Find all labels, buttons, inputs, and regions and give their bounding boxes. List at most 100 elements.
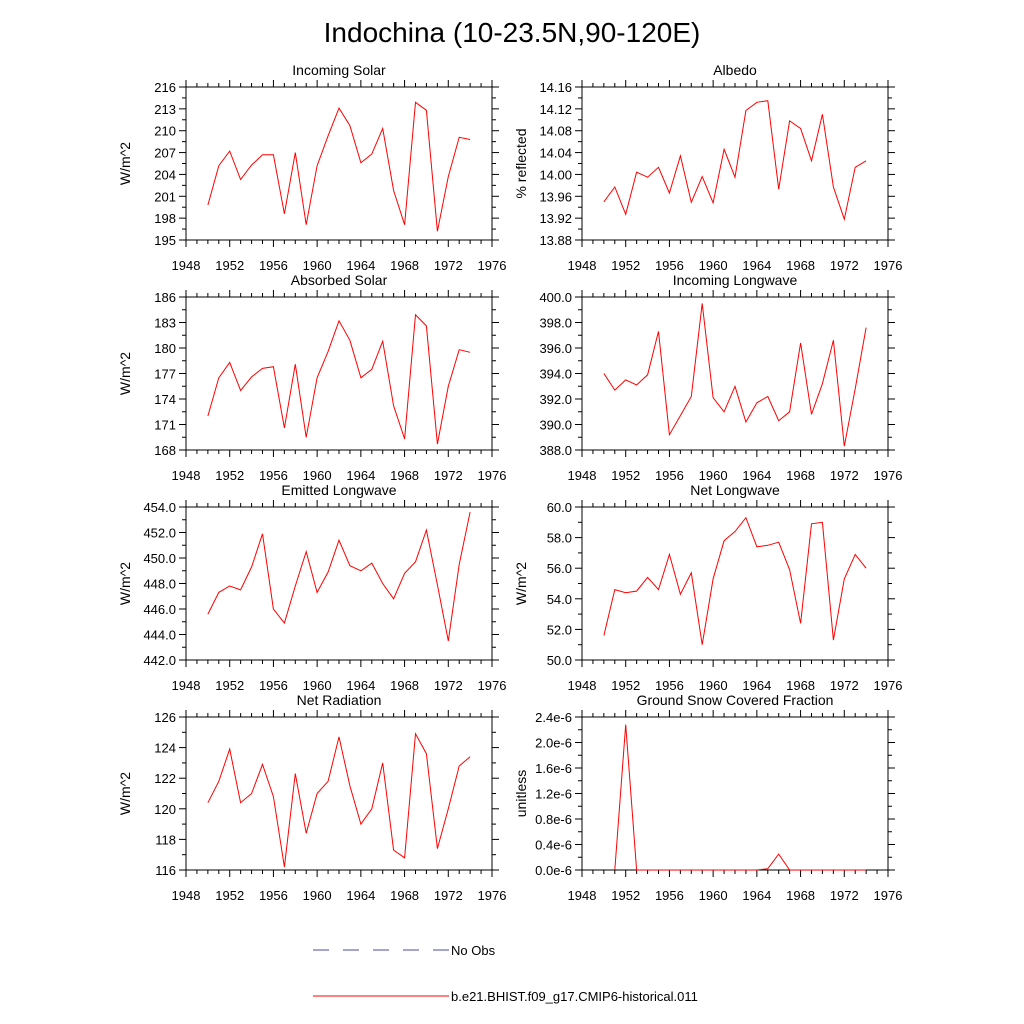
y-tick-label: 177 bbox=[154, 367, 176, 382]
x-tick-label: 1960 bbox=[699, 888, 728, 903]
x-tick-label: 1972 bbox=[830, 678, 859, 693]
x-tick-label: 1968 bbox=[390, 888, 419, 903]
y-tick-label: 398.0 bbox=[539, 316, 572, 331]
x-tick-label: 1952 bbox=[215, 468, 244, 483]
x-tick-label: 1956 bbox=[655, 888, 684, 903]
panel-title: Net Radiation bbox=[297, 692, 382, 708]
x-tick-label: 1976 bbox=[874, 678, 903, 693]
x-tick-label: 1968 bbox=[390, 468, 419, 483]
x-tick-label: 1972 bbox=[434, 888, 463, 903]
y-tick-label: 216 bbox=[154, 80, 176, 95]
x-tick-label: 1960 bbox=[303, 678, 332, 693]
y-tick-label: 452.0 bbox=[143, 526, 176, 541]
y-tick-label: 450.0 bbox=[143, 551, 176, 566]
y-tick-label: 454.0 bbox=[143, 500, 176, 515]
y-tick-label: 1.6e-6 bbox=[535, 761, 572, 776]
x-tick-label: 1968 bbox=[786, 888, 815, 903]
y-tick-label: 390.0 bbox=[539, 418, 572, 433]
x-tick-label: 1968 bbox=[786, 258, 815, 273]
panel-title: Incoming Longwave bbox=[673, 272, 798, 288]
x-tick-label: 1964 bbox=[346, 678, 375, 693]
x-tick-label: 1964 bbox=[346, 888, 375, 903]
y-tick-label: 50.0 bbox=[547, 653, 572, 668]
legend-label-obs: No Obs bbox=[451, 943, 496, 958]
x-tick-label: 1960 bbox=[303, 468, 332, 483]
y-tick-label: 54.0 bbox=[547, 592, 572, 607]
panel-title: Ground Snow Covered Fraction bbox=[637, 692, 834, 708]
y-tick-label: 195 bbox=[154, 233, 176, 248]
panel-title: Incoming Solar bbox=[292, 62, 386, 78]
x-tick-label: 1964 bbox=[346, 468, 375, 483]
y-tick-label: 0.8e-6 bbox=[535, 812, 572, 827]
chart-panel-0: Incoming Solar W/m^2 1948 1952 1956 1960 1964 1… bbox=[117, 62, 506, 273]
legend: No Obs b.e21.BHIST.f09_g17.CMIP6-histori… bbox=[313, 943, 698, 1004]
x-tick-label: 1948 bbox=[172, 468, 201, 483]
y-axis-label: W/m^2 bbox=[513, 562, 529, 605]
y-tick-label: 442.0 bbox=[143, 653, 176, 668]
y-tick-label: 207 bbox=[154, 146, 176, 161]
chart-panel-2: Absorbed Solar W/m^2 1948 1952 1956 1960 1964 1… bbox=[117, 272, 506, 483]
y-tick-label: 60.0 bbox=[547, 500, 572, 515]
y-tick-label: 446.0 bbox=[143, 602, 176, 617]
y-tick-label: 444.0 bbox=[143, 628, 176, 643]
y-tick-label: 204 bbox=[154, 167, 176, 182]
plot-frame bbox=[185, 506, 493, 661]
x-tick-label: 1976 bbox=[874, 468, 903, 483]
x-tick-label: 1948 bbox=[568, 468, 597, 483]
y-tick-label: 14.04 bbox=[539, 146, 572, 161]
y-tick-label: 394.0 bbox=[539, 367, 572, 382]
x-tick-label: 1964 bbox=[742, 888, 771, 903]
x-tick-label: 1956 bbox=[655, 258, 684, 273]
series-line-model bbox=[207, 101, 471, 232]
y-tick-label: 1.2e-6 bbox=[535, 787, 572, 802]
y-tick-label: 58.0 bbox=[547, 531, 572, 546]
x-tick-label: 1972 bbox=[830, 258, 859, 273]
y-tick-label: 210 bbox=[154, 124, 176, 139]
x-tick-label: 1952 bbox=[611, 258, 640, 273]
y-tick-label: 0.4e-6 bbox=[535, 838, 572, 853]
x-tick-label: 1964 bbox=[742, 258, 771, 273]
x-tick-label: 1972 bbox=[434, 468, 463, 483]
x-tick-label: 1956 bbox=[655, 468, 684, 483]
x-tick-label: 1948 bbox=[172, 888, 201, 903]
legend-label-model: b.e21.BHIST.f09_g17.CMIP6-historical.011 bbox=[451, 989, 698, 1004]
series-line-model bbox=[207, 732, 471, 867]
panel-title: Net Longwave bbox=[690, 482, 780, 498]
plot-frame bbox=[185, 86, 493, 241]
series-line-model bbox=[603, 303, 867, 447]
y-axis-label: W/m^2 bbox=[117, 142, 133, 185]
y-tick-label: 56.0 bbox=[547, 561, 572, 576]
y-tick-label: 168 bbox=[154, 443, 176, 458]
y-tick-label: 392.0 bbox=[539, 392, 572, 407]
series-line-model bbox=[207, 313, 471, 445]
chart-panel-6: Net Radiation W/m^2 1948 1952 1956 1960 1964 19… bbox=[117, 692, 506, 903]
x-tick-label: 1960 bbox=[699, 258, 728, 273]
plot-frame bbox=[581, 506, 889, 661]
x-tick-label: 1976 bbox=[874, 888, 903, 903]
x-tick-label: 1960 bbox=[303, 888, 332, 903]
y-tick-label: 126 bbox=[154, 710, 176, 725]
x-tick-label: 1956 bbox=[655, 678, 684, 693]
x-tick-label: 1976 bbox=[478, 888, 507, 903]
x-tick-label: 1972 bbox=[434, 678, 463, 693]
x-tick-label: 1968 bbox=[786, 678, 815, 693]
x-tick-label: 1976 bbox=[874, 258, 903, 273]
x-tick-label: 1952 bbox=[215, 888, 244, 903]
x-tick-label: 1964 bbox=[742, 678, 771, 693]
y-axis-label: W/m^2 bbox=[117, 562, 133, 605]
x-tick-label: 1956 bbox=[259, 468, 288, 483]
figure-title: Indochina (10-23.5N,90-120E) bbox=[324, 17, 701, 48]
chart-panel-4: Emitted Longwave W/m^2 1948 1952 1956 1960 196… bbox=[117, 482, 506, 693]
x-tick-label: 1952 bbox=[215, 258, 244, 273]
x-tick-label: 1952 bbox=[611, 468, 640, 483]
x-tick-label: 1976 bbox=[478, 258, 507, 273]
y-tick-label: 213 bbox=[154, 102, 176, 117]
y-tick-label: 171 bbox=[154, 418, 176, 433]
y-tick-label: 2.0e-6 bbox=[535, 736, 572, 751]
x-tick-label: 1948 bbox=[172, 678, 201, 693]
y-tick-label: 174 bbox=[154, 392, 176, 407]
x-tick-label: 1972 bbox=[434, 258, 463, 273]
chart-panel-3: Incoming Longwave 1948 1952 1956 1960 1964 196… bbox=[539, 272, 902, 483]
y-tick-label: 13.92 bbox=[539, 211, 572, 226]
